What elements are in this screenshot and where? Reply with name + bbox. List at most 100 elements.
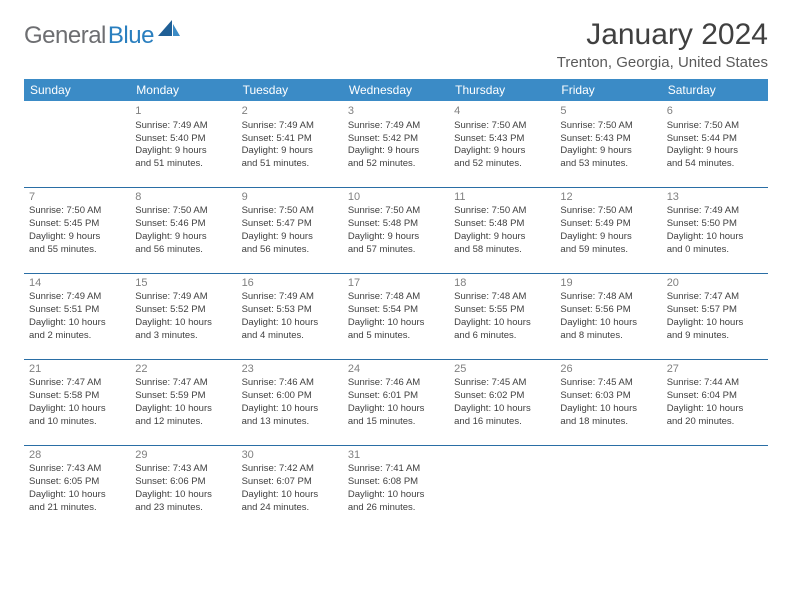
day-number: 15 — [135, 276, 231, 291]
daylight-text: Daylight: 10 hours — [242, 403, 338, 416]
sunset-text: Sunset: 5:52 PM — [135, 304, 231, 317]
sunrise-text: Sunrise: 7:45 AM — [560, 377, 656, 390]
day-number: 30 — [242, 448, 338, 463]
sunset-text: Sunset: 5:50 PM — [667, 218, 763, 231]
day-number: 23 — [242, 362, 338, 377]
sunrise-text: Sunrise: 7:43 AM — [29, 463, 125, 476]
daylight-text: Daylight: 10 hours — [454, 403, 550, 416]
header: GeneralBlue January 2024 Trenton, Georgi… — [24, 18, 768, 71]
sunset-text: Sunset: 6:05 PM — [29, 476, 125, 489]
day-number: 27 — [667, 362, 763, 377]
daylight-text: and 54 minutes. — [667, 158, 763, 171]
calendar-cell: 6Sunrise: 7:50 AMSunset: 5:44 PMDaylight… — [662, 101, 768, 187]
daylight-text: Daylight: 9 hours — [348, 145, 444, 158]
sunset-text: Sunset: 5:43 PM — [560, 133, 656, 146]
day-number: 7 — [29, 190, 125, 205]
day-number: 6 — [667, 104, 763, 119]
day-number: 16 — [242, 276, 338, 291]
sunset-text: Sunset: 6:06 PM — [135, 476, 231, 489]
daylight-text: and 51 minutes. — [135, 158, 231, 171]
sunrise-text: Sunrise: 7:48 AM — [454, 291, 550, 304]
daylight-text: Daylight: 10 hours — [348, 317, 444, 330]
sunset-text: Sunset: 6:01 PM — [348, 390, 444, 403]
daylight-text: Daylight: 9 hours — [29, 231, 125, 244]
daylight-text: Daylight: 10 hours — [29, 317, 125, 330]
day-number: 29 — [135, 448, 231, 463]
daylight-text: and 8 minutes. — [560, 330, 656, 343]
sunrise-text: Sunrise: 7:50 AM — [135, 205, 231, 218]
calendar-cell: 9Sunrise: 7:50 AMSunset: 5:47 PMDaylight… — [237, 187, 343, 273]
daylight-text: and 52 minutes. — [348, 158, 444, 171]
sunrise-text: Sunrise: 7:50 AM — [242, 205, 338, 218]
daylight-text: Daylight: 9 hours — [135, 145, 231, 158]
sunrise-text: Sunrise: 7:50 AM — [454, 205, 550, 218]
calendar-row: 28Sunrise: 7:43 AMSunset: 6:05 PMDayligh… — [24, 445, 768, 531]
sunrise-text: Sunrise: 7:46 AM — [242, 377, 338, 390]
logo-sail-icon — [158, 20, 180, 41]
calendar-page: GeneralBlue January 2024 Trenton, Georgi… — [0, 0, 792, 541]
daylight-text: Daylight: 10 hours — [454, 317, 550, 330]
day-number: 2 — [242, 104, 338, 119]
daylight-text: Daylight: 9 hours — [242, 145, 338, 158]
location-text: Trenton, Georgia, United States — [557, 54, 768, 71]
calendar-cell: 20Sunrise: 7:47 AMSunset: 5:57 PMDayligh… — [662, 273, 768, 359]
sunset-text: Sunset: 5:56 PM — [560, 304, 656, 317]
weekday-thursday: Thursday — [449, 79, 555, 101]
sunrise-text: Sunrise: 7:50 AM — [454, 120, 550, 133]
daylight-text: and 21 minutes. — [29, 502, 125, 515]
logo: GeneralBlue — [24, 22, 180, 50]
daylight-text: and 24 minutes. — [242, 502, 338, 515]
calendar-cell: 8Sunrise: 7:50 AMSunset: 5:46 PMDaylight… — [130, 187, 236, 273]
sunrise-text: Sunrise: 7:49 AM — [242, 291, 338, 304]
day-number: 9 — [242, 190, 338, 205]
day-number: 24 — [348, 362, 444, 377]
calendar-cell: 11Sunrise: 7:50 AMSunset: 5:48 PMDayligh… — [449, 187, 555, 273]
daylight-text: and 26 minutes. — [348, 502, 444, 515]
sunset-text: Sunset: 5:41 PM — [242, 133, 338, 146]
daylight-text: Daylight: 10 hours — [348, 489, 444, 502]
daylight-text: and 55 minutes. — [29, 244, 125, 257]
sunset-text: Sunset: 5:44 PM — [667, 133, 763, 146]
calendar-cell: 22Sunrise: 7:47 AMSunset: 5:59 PMDayligh… — [130, 359, 236, 445]
calendar-row: 14Sunrise: 7:49 AMSunset: 5:51 PMDayligh… — [24, 273, 768, 359]
sunset-text: Sunset: 5:53 PM — [242, 304, 338, 317]
calendar-cell: 10Sunrise: 7:50 AMSunset: 5:48 PMDayligh… — [343, 187, 449, 273]
daylight-text: Daylight: 10 hours — [135, 403, 231, 416]
day-number: 12 — [560, 190, 656, 205]
daylight-text: and 0 minutes. — [667, 244, 763, 257]
calendar-cell: 24Sunrise: 7:46 AMSunset: 6:01 PMDayligh… — [343, 359, 449, 445]
daylight-text: Daylight: 10 hours — [667, 317, 763, 330]
daylight-text: and 23 minutes. — [135, 502, 231, 515]
calendar-cell: 18Sunrise: 7:48 AMSunset: 5:55 PMDayligh… — [449, 273, 555, 359]
daylight-text: and 3 minutes. — [135, 330, 231, 343]
daylight-text: Daylight: 9 hours — [454, 231, 550, 244]
calendar-cell: 1Sunrise: 7:49 AMSunset: 5:40 PMDaylight… — [130, 101, 236, 187]
sunset-text: Sunset: 5:45 PM — [29, 218, 125, 231]
sunset-text: Sunset: 5:59 PM — [135, 390, 231, 403]
daylight-text: Daylight: 9 hours — [135, 231, 231, 244]
weekday-tuesday: Tuesday — [237, 79, 343, 101]
day-number: 22 — [135, 362, 231, 377]
sunrise-text: Sunrise: 7:44 AM — [667, 377, 763, 390]
sunrise-text: Sunrise: 7:49 AM — [29, 291, 125, 304]
day-number: 21 — [29, 362, 125, 377]
daylight-text: and 5 minutes. — [348, 330, 444, 343]
daylight-text: and 56 minutes. — [242, 244, 338, 257]
sunset-text: Sunset: 6:08 PM — [348, 476, 444, 489]
day-number: 5 — [560, 104, 656, 119]
calendar-cell: 7Sunrise: 7:50 AMSunset: 5:45 PMDaylight… — [24, 187, 130, 273]
calendar-cell: 12Sunrise: 7:50 AMSunset: 5:49 PMDayligh… — [555, 187, 661, 273]
daylight-text: and 53 minutes. — [560, 158, 656, 171]
calendar-cell: 19Sunrise: 7:48 AMSunset: 5:56 PMDayligh… — [555, 273, 661, 359]
sunrise-text: Sunrise: 7:50 AM — [348, 205, 444, 218]
sunset-text: Sunset: 6:07 PM — [242, 476, 338, 489]
day-number: 14 — [29, 276, 125, 291]
daylight-text: Daylight: 10 hours — [560, 403, 656, 416]
sunset-text: Sunset: 6:04 PM — [667, 390, 763, 403]
sunrise-text: Sunrise: 7:47 AM — [667, 291, 763, 304]
sunset-text: Sunset: 6:02 PM — [454, 390, 550, 403]
sunset-text: Sunset: 5:58 PM — [29, 390, 125, 403]
day-number: 19 — [560, 276, 656, 291]
sunrise-text: Sunrise: 7:49 AM — [135, 291, 231, 304]
sunset-text: Sunset: 5:42 PM — [348, 133, 444, 146]
